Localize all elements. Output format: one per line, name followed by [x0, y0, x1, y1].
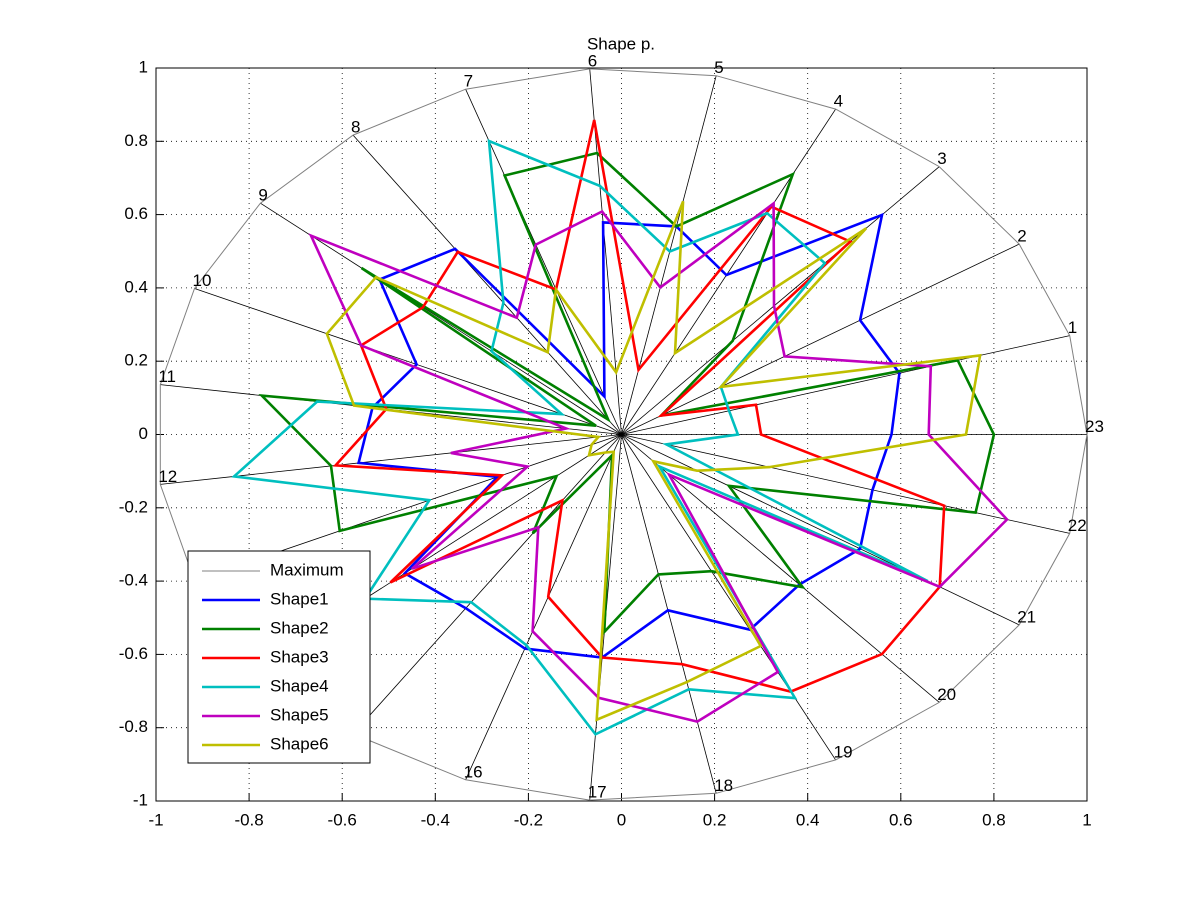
x-tick-label: 1 [1082, 810, 1091, 829]
spoke-label: 2 [1017, 227, 1026, 246]
spoke-label: 4 [834, 92, 843, 111]
x-tick-label: 0.8 [982, 810, 1006, 829]
spoke [621, 434, 836, 761]
y-tick-label: 0.2 [124, 351, 148, 370]
x-tick-label: -1 [148, 810, 163, 829]
y-tick-label: 0.4 [124, 277, 148, 296]
spoke [352, 134, 622, 435]
spoke-label: 21 [1017, 607, 1036, 626]
spoke-label: 23 [1085, 417, 1104, 436]
spoke-label: 5 [714, 58, 723, 77]
spoke [260, 202, 622, 435]
legend-label: Shape5 [270, 705, 329, 724]
x-tick-label: -0.8 [234, 810, 263, 829]
x-tick-label: 0 [617, 810, 626, 829]
spoke [621, 434, 1070, 534]
spoke [621, 434, 940, 703]
y-tick-label: 0.8 [124, 131, 148, 150]
series-line [332, 119, 946, 693]
x-tick-label: -0.2 [514, 810, 543, 829]
legend-label: Shape6 [270, 734, 329, 753]
legend-label: Shape4 [270, 676, 329, 695]
legend: Maximum Shape1 Shape2 Shape3 Shape4 Shape5 Sha… [187, 550, 371, 764]
x-tick-label: 0.2 [703, 810, 727, 829]
spoke [465, 434, 622, 781]
y-tick-label: 0.6 [124, 204, 148, 223]
spoke-label: 6 [588, 51, 597, 70]
spoke [194, 288, 622, 435]
x-tick-label: -0.4 [421, 810, 450, 829]
spoke-label: 19 [834, 742, 853, 761]
spoke-label: 11 [158, 367, 176, 386]
spoke-label: 16 [464, 762, 483, 781]
series-line [231, 138, 929, 736]
y-tick-label: -0.4 [119, 571, 148, 590]
y-tick-label: 0 [139, 424, 148, 443]
spoke [621, 243, 1020, 435]
spoke [621, 166, 940, 435]
legend-label: Shape2 [270, 618, 329, 637]
spoke [621, 108, 836, 435]
x-tick-label: 0.6 [889, 810, 913, 829]
spoke-label: 7 [464, 72, 473, 91]
x-tick-label: -0.6 [328, 810, 357, 829]
spoke-label: 9 [258, 186, 267, 205]
spoke-label: 22 [1068, 516, 1087, 535]
spoke [621, 434, 717, 794]
y-tick-label: -0.2 [119, 497, 148, 516]
spoke-label: 17 [588, 783, 607, 802]
spoke-label: 10 [193, 271, 212, 290]
chart-title: Shape p. [587, 34, 655, 53]
spoke-label: 18 [714, 776, 733, 795]
y-tick-label: -0.6 [119, 644, 148, 663]
legend-label: Shape1 [270, 589, 329, 608]
spoke-label: 12 [158, 467, 177, 486]
spoke [621, 434, 1020, 626]
spoke-label: 20 [937, 685, 956, 704]
series-line [325, 200, 982, 722]
spoke-label: 1 [1068, 318, 1077, 337]
legend-label: Shape3 [270, 647, 329, 666]
y-tick-label: -0.8 [119, 717, 148, 736]
spoke-label: 8 [351, 118, 360, 137]
y-tick-label: 1 [139, 57, 148, 76]
spoke-label: 3 [937, 149, 946, 168]
spoke [621, 335, 1070, 435]
series-line [258, 151, 996, 636]
spoke [352, 434, 622, 735]
x-tick-label: 0.4 [796, 810, 820, 829]
spoke [621, 75, 717, 435]
legend-label: Maximum [270, 560, 344, 579]
spoke [465, 88, 622, 435]
y-tick-label: -1 [133, 790, 148, 809]
series-line [159, 68, 1088, 801]
